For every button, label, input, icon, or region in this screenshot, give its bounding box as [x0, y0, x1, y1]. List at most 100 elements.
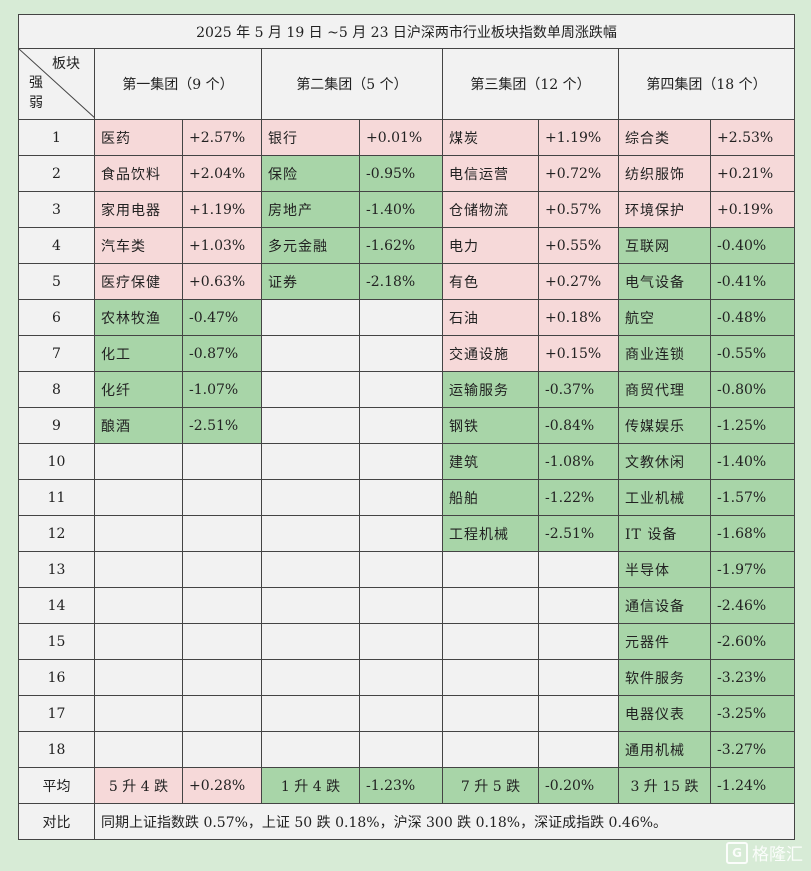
sector-name-cell: 通信设备 [618, 587, 711, 624]
sector-name-cell: 食品饮料 [94, 155, 183, 192]
empty-cell [94, 695, 183, 732]
sector-name-cell: 传媒娱乐 [618, 407, 711, 444]
empty-cell [442, 551, 539, 588]
empty-cell [359, 443, 443, 480]
empty-cell [261, 407, 360, 444]
sector-change-cell: -0.80% [709, 371, 796, 408]
sector-change-cell: -1.08% [538, 443, 619, 480]
empty-cell [442, 731, 539, 768]
table-row: 1 医药 +2.57% 银行 +0.01% 煤炭 +1.19% 综合类 +2.53% [18, 119, 796, 156]
table-row: 9 酿酒 -2.51% 钢铁 -0.84% 传媒娱乐 -1.25% [18, 407, 796, 444]
sector-name-cell: 钢铁 [442, 407, 539, 444]
empty-cell [359, 371, 443, 408]
empty-cell [261, 371, 360, 408]
rank-cell: 6 [18, 299, 95, 336]
sector-change-cell: +0.57% [538, 191, 619, 228]
rank-cell: 18 [18, 731, 95, 768]
table-row: 12 工程机械 -2.51% IT 设备 -1.68% [18, 515, 796, 552]
sector-name-cell: 运输服务 [442, 371, 539, 408]
table-row: 15 元器件 -2.60% [18, 623, 796, 660]
rank-cell: 8 [18, 371, 95, 408]
sector-name-cell: 通用机械 [618, 731, 711, 768]
sector-change-cell: -1.57% [709, 479, 796, 516]
rank-cell: 16 [18, 659, 95, 696]
rank-cell: 5 [18, 263, 95, 300]
group-rise-fall-count: 5 升 4 跌 [94, 767, 183, 804]
sector-name-cell: 综合类 [618, 119, 711, 156]
sector-change-cell: -3.23% [709, 659, 796, 696]
group-rise-fall-count: 3 升 15 跌 [618, 767, 711, 804]
empty-cell [538, 659, 619, 696]
empty-cell [94, 587, 183, 624]
group-rise-fall-count: 7 升 5 跌 [442, 767, 539, 804]
sector-change-cell: -0.55% [709, 335, 796, 372]
empty-cell [182, 551, 262, 588]
empty-cell [261, 623, 360, 660]
empty-cell [261, 695, 360, 732]
empty-cell [442, 659, 539, 696]
sector-name-cell: 医疗保健 [94, 263, 183, 300]
empty-cell [182, 623, 262, 660]
empty-cell [261, 299, 360, 336]
sector-name-cell: 多元金融 [261, 227, 360, 264]
sector-change-cell: +1.03% [182, 227, 262, 264]
sector-name-cell: 石油 [442, 299, 539, 336]
sector-name-cell: 船舶 [442, 479, 539, 516]
empty-cell [538, 695, 619, 732]
sector-change-cell: +2.04% [182, 155, 262, 192]
empty-cell [182, 587, 262, 624]
empty-cell [94, 551, 183, 588]
group-average-change: +0.28% [182, 767, 262, 804]
sector-name-cell: IT 设备 [618, 515, 711, 552]
sector-change-cell: -3.27% [709, 731, 796, 768]
table-row: 17 电器仪表 -3.25% [18, 695, 796, 732]
sector-change-cell: -0.37% [538, 371, 619, 408]
empty-cell [538, 587, 619, 624]
group-header: 第二集团（5 个） [261, 48, 443, 120]
empty-cell [359, 299, 443, 336]
table-row: 16 软件服务 -3.23% [18, 659, 796, 696]
group-header: 第三集团（12 个） [442, 48, 619, 120]
empty-cell [182, 515, 262, 552]
watermark-logo: G 格隆汇 [726, 840, 803, 865]
average-label: 平均 [18, 767, 95, 804]
empty-cell [94, 443, 183, 480]
sector-name-cell: 银行 [261, 119, 360, 156]
sector-change-cell: +0.55% [538, 227, 619, 264]
sector-change-cell: -2.51% [538, 515, 619, 552]
sector-name-cell: 工业机械 [618, 479, 711, 516]
rank-cell: 12 [18, 515, 95, 552]
sector-name-cell: 酿酒 [94, 407, 183, 444]
sector-change-cell: +2.53% [709, 119, 796, 156]
diagonal-divider [19, 49, 94, 118]
sector-change-cell: -0.48% [709, 299, 796, 336]
sector-change-cell: -1.25% [709, 407, 796, 444]
sector-name-cell: 保险 [261, 155, 360, 192]
table-row: 7 化工 -0.87% 交通设施 +0.15% 商业连锁 -0.55% [18, 335, 796, 372]
empty-cell [261, 587, 360, 624]
rank-cell: 10 [18, 443, 95, 480]
sector-change-cell: -2.46% [709, 587, 796, 624]
sector-change-cell: +0.21% [709, 155, 796, 192]
empty-cell [94, 659, 183, 696]
sector-name-cell: 纺织服饰 [618, 155, 711, 192]
empty-cell [182, 479, 262, 516]
empty-cell [182, 443, 262, 480]
rank-cell: 1 [18, 119, 95, 156]
sector-name-cell: 电器仪表 [618, 695, 711, 732]
comparison-label: 对比 [18, 803, 95, 840]
empty-cell [182, 695, 262, 732]
table-row: 2 食品饮料 +2.04% 保险 -0.95% 电信运营 +0.72% 纺织服饰 +0.21% [18, 155, 796, 192]
sector-name-cell: 商贸代理 [618, 371, 711, 408]
table-row: 18 通用机械 -3.27% [18, 731, 796, 768]
empty-cell [261, 443, 360, 480]
table-row: 6 农林牧渔 -0.47% 石油 +0.18% 航空 -0.48% [18, 299, 796, 336]
rank-cell: 9 [18, 407, 95, 444]
empty-cell [442, 623, 539, 660]
sector-change-cell: -2.51% [182, 407, 262, 444]
group-average-change: -1.23% [359, 767, 443, 804]
sector-name-cell: 交通设施 [442, 335, 539, 372]
sector-change-cell: +0.63% [182, 263, 262, 300]
rank-cell: 3 [18, 191, 95, 228]
empty-cell [359, 623, 443, 660]
